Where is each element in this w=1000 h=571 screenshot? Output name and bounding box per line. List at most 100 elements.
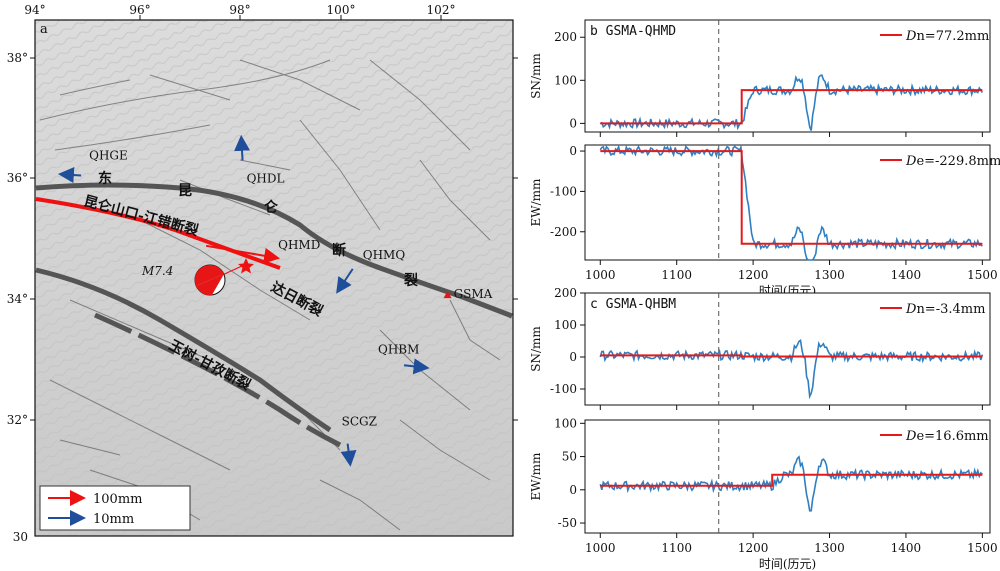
station-label: QHBM [378, 342, 419, 356]
x-tick-label: 1000 [585, 268, 616, 282]
y-tick-label: 200 [554, 30, 577, 44]
station-qhmq: QHMQ [336, 248, 406, 294]
y-tick-label: 0 [569, 144, 577, 158]
y-tick-label: -200 [550, 225, 577, 239]
y-axis-title: SN/mm [529, 53, 543, 99]
magnitude-label: M7.4 [141, 264, 173, 278]
panel-title: b GSMA-QHMD [590, 24, 676, 39]
y-tick-label: 0 [569, 116, 577, 130]
x-tick-label: 1200 [738, 268, 769, 282]
fit-line [600, 473, 983, 487]
x-tick-label: 1500 [967, 268, 998, 282]
series-line [599, 339, 984, 400]
map-axes: 94° 96° 98° 100° 102° 38° 36° 34° 32° 30 [7, 3, 518, 544]
timeseries-panel: 100 50 0 -50 1000 1100 1200 1300 1400 1500 时间(历元) E… [529, 416, 998, 571]
x-tick-label: 1400 [891, 268, 922, 282]
x-tick-label: 1500 [967, 541, 998, 555]
station-arrow-icon [340, 443, 357, 467]
timeseries-panel: 200 100 0 SN/mm b GSMA-QHMD Dn=77.2mm [529, 19, 991, 137]
fault-char-4: 断 [332, 242, 346, 259]
x-tick-label: 1100 [661, 541, 692, 555]
minor-faults [39, 59, 501, 531]
offset-value: Dn=77.2mm [905, 29, 989, 44]
y-axis-title: EW/mm [529, 178, 543, 227]
plot-frame [584, 419, 991, 534]
station-label: QHMD [278, 238, 320, 252]
yushu-ganzi-fault [93, 312, 342, 448]
fit-line [600, 89, 983, 125]
y-tick-label: -100 [550, 184, 577, 198]
station-arrow-icon [403, 358, 430, 375]
fault-char-3: 仑 [264, 199, 279, 216]
map-legend: 100mm 10mm [39, 485, 191, 531]
lat-tick-38: 38° [7, 51, 28, 65]
station-gsma: GSMA [443, 287, 493, 301]
lon-tick-96: 96° [129, 3, 150, 17]
y-axis-title: EW/mm [529, 452, 543, 501]
series-line [599, 455, 983, 512]
station-qhdl: QHDL [234, 134, 285, 185]
panel-title: c GSMA-QHBM [590, 297, 676, 312]
y-tick-label: -50 [558, 516, 577, 530]
offset-value: De=-229.8mm [905, 154, 1000, 169]
map-stations: QHGE QHDL QHMD QHMQ GSMA QHBM SCGZ [57, 134, 493, 467]
y-tick-label: 100 [554, 416, 577, 430]
fault-char-5: 裂 [403, 272, 418, 289]
fault-char-1: 东 [98, 170, 112, 187]
station-arrow-icon [205, 244, 281, 264]
y-tick-label: 50 [562, 450, 577, 464]
station-label: QHDL [247, 171, 285, 185]
plot-frame [584, 19, 991, 133]
x-tick-label: 1300 [814, 268, 845, 282]
offset-legend: Dn=-3.4mm [880, 302, 985, 317]
legend-red-label: 100mm [93, 492, 142, 507]
station-qhmd: QHMD [205, 238, 320, 264]
major-faults [35, 182, 513, 448]
station-label: QHMQ [363, 248, 406, 262]
offset-value: De=16.6mm [905, 429, 989, 444]
lon-tick-98: 98° [229, 3, 250, 17]
offset-legend: Dn=77.2mm [880, 29, 989, 44]
fit-line [600, 150, 983, 245]
east-kunlun-fault [35, 182, 513, 319]
lon-tick-100: 100° [327, 3, 356, 17]
fit-line [600, 354, 983, 358]
offset-value: Dn=-3.4mm [905, 302, 985, 317]
epicenter-star-icon [238, 258, 254, 274]
map-frame [34, 19, 514, 537]
legend-blue-label: 10mm [93, 512, 134, 527]
station-arrow-icon [57, 167, 82, 184]
earthquake: M7.4 [141, 258, 254, 296]
y-tick-label: 0 [569, 350, 577, 364]
kunlun-rupture [35, 197, 281, 270]
fault-char-2: 昆 [178, 183, 192, 199]
lon-tick-102: 102° [427, 3, 456, 17]
x-tick-label: 1300 [814, 541, 845, 555]
y-tick-label: 0 [569, 483, 577, 497]
lat-tick-34: 34° [7, 292, 28, 306]
x-tick-label: 1400 [891, 541, 922, 555]
series-line [599, 144, 983, 261]
offset-legend: De=-229.8mm [880, 154, 1000, 169]
lon-tick-94: 94° [24, 3, 45, 17]
reference-triangle-icon [443, 291, 452, 299]
station-qhbm: QHBM [378, 342, 430, 375]
x-tick-label: 1100 [661, 268, 692, 282]
timeseries-panel: 200 100 0 -100 SN/mm c GSMA-QHBM Dn=-3.4mm [529, 286, 991, 410]
station-arrow-icon [234, 134, 251, 161]
x-tick-label: 1200 [738, 541, 769, 555]
offset-legend: De=16.6mm [880, 429, 989, 444]
lat-tick-36: 36° [7, 171, 28, 185]
map-panel-letter: a [40, 22, 48, 37]
y-tick-label: 100 [554, 318, 577, 332]
lat-tick-30: 30 [13, 530, 28, 544]
y-tick-label: -100 [550, 382, 577, 396]
yushu-ganzi-fault-north [35, 267, 332, 433]
station-arrow-icon [336, 268, 354, 294]
station-label: QHGE [89, 148, 128, 162]
x-tick-label: 1000 [585, 541, 616, 555]
